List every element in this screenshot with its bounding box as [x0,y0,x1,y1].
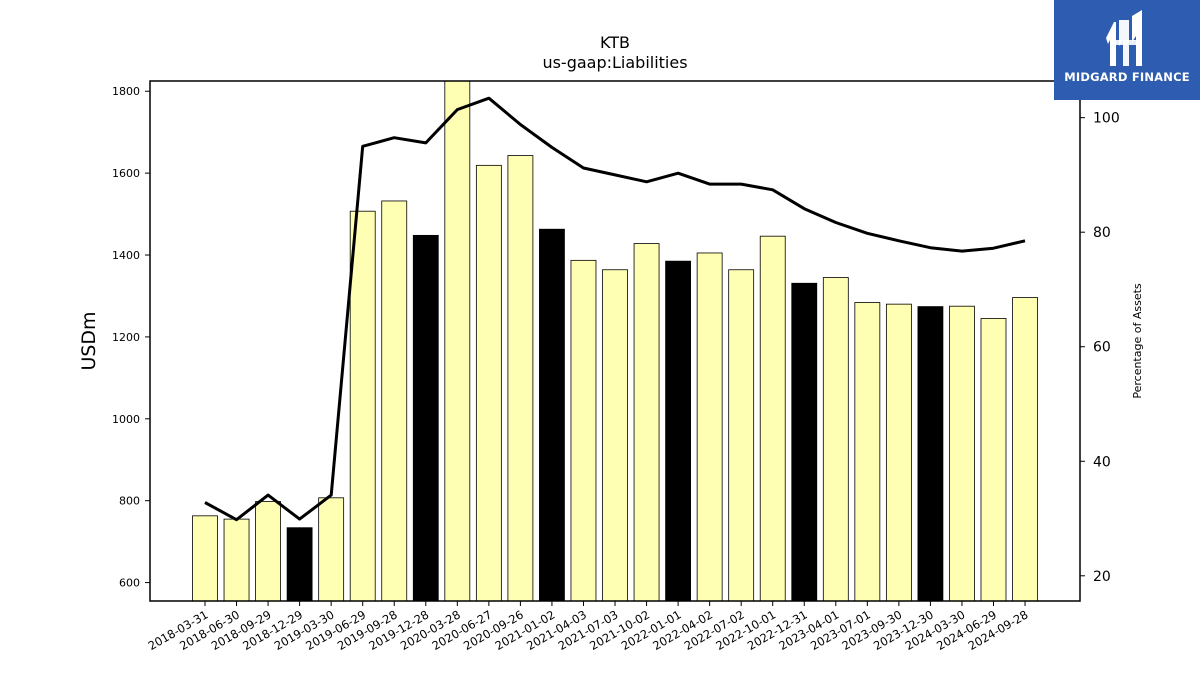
bar-2022-01-01 [665,260,691,601]
bar-2020-09-26 [507,155,534,601]
bar-2019-09-28 [381,200,408,601]
bar-2018-12-29 [286,527,313,601]
bar-2018-06-30 [223,518,250,601]
y2-axis-label: Percentage of Assets [1131,283,1144,399]
bar-2024-06-29 [980,318,1007,601]
bar-2022-07-02 [728,269,755,601]
bar-2022-12-31 [791,282,818,601]
y2-tick-label: 100 [1093,111,1120,127]
bar-2022-04-02 [696,252,723,601]
logo-text: MIDGARD FINANCE [1064,70,1190,84]
percentage-line-series [204,96,1026,522]
bar-2019-06-29 [349,210,376,601]
y2-tick-label: 40 [1093,454,1111,470]
y2-tick-label: 60 [1093,340,1111,356]
bar-2019-03-30 [318,497,345,601]
bar-2023-04-01 [822,277,849,601]
bar-2023-09-30 [885,303,912,601]
midgard-finance-logo: MIDGARD FINANCE [1054,0,1200,100]
bar-2023-07-01 [854,302,881,601]
y-tick-label: 800 [119,495,140,508]
y-tick-label: 1600 [112,167,140,180]
bar-2018-09-29 [255,501,281,601]
chart-title: KTB [600,33,630,52]
bar-2019-12-28 [412,234,439,601]
bar-2021-01-02 [539,228,565,601]
y-tick-label: 1200 [112,331,140,344]
bar-2021-07-03 [602,269,628,601]
bar-2022-10-01 [759,235,786,601]
bar-2024-03-30 [949,305,975,601]
chart-subtitle: us-gaap:Liabilities [542,53,687,72]
y-axis-label: USDm [78,311,100,370]
y-tick-label: 1400 [112,249,140,262]
bar-2018-03-31 [192,515,218,601]
y-tick-label: 1800 [112,85,140,98]
y-tick-label: 600 [119,577,140,590]
bar-2020-06-27 [475,164,502,601]
y-tick-label: 1000 [112,413,140,426]
midgard-logo-icon [1106,10,1142,66]
bar-2023-12-30 [917,306,944,601]
bar-2020-03-28 [444,81,471,601]
y2-tick-label: 20 [1093,569,1111,585]
bar-2024-09-28 [1012,297,1038,601]
bar-2021-10-02 [633,243,660,601]
y2-tick-label: 80 [1093,225,1111,241]
bar-2021-04-03 [570,259,597,601]
bar-series [192,81,1038,601]
